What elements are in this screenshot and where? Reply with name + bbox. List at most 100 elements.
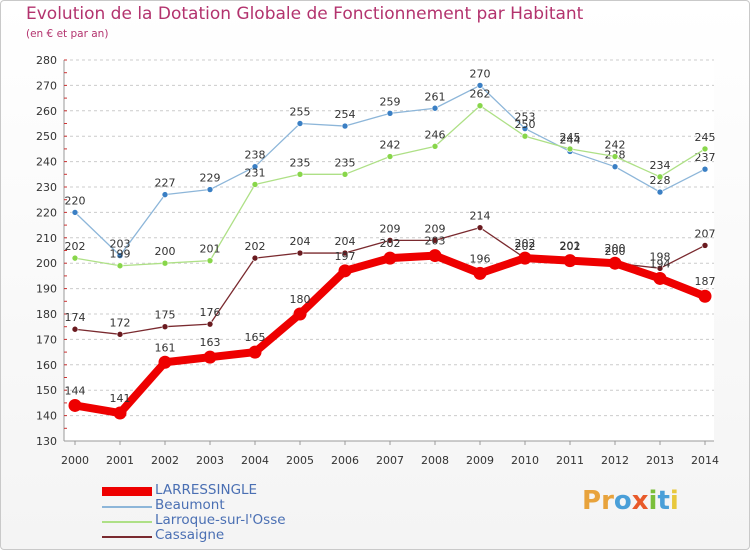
data-label-larressingle: 202	[380, 237, 401, 250]
data-point-larroque-sur-l-osse	[521, 132, 529, 140]
data-label-larroque-sur-l-osse: 245	[560, 131, 581, 144]
data-label-larressingle: 197	[335, 250, 356, 263]
data-label-cassaigne: 204	[290, 235, 311, 248]
data-label-larroque-sur-l-osse: 200	[155, 245, 176, 258]
x-tick-label: 2002	[151, 454, 179, 467]
x-tick-label: 2011	[556, 454, 584, 467]
x-tick-label: 2000	[61, 454, 89, 467]
data-point-larressingle	[113, 406, 127, 420]
data-label-larroque-sur-l-osse: 262	[470, 88, 491, 101]
data-label-beaumont: 254	[335, 108, 356, 121]
data-point-cassaigne	[476, 224, 484, 231]
data-point-larroque-sur-l-osse	[206, 257, 214, 264]
data-point-beaumont	[71, 209, 79, 216]
data-point-beaumont	[521, 125, 529, 132]
data-point-larressingle	[563, 254, 577, 268]
x-tick-label: 2010	[511, 454, 539, 467]
data-point-larroque-sur-l-osse	[386, 153, 394, 160]
data-label-cassaigne: 198	[650, 250, 671, 263]
data-label-larroque-sur-l-osse: 242	[605, 139, 626, 152]
y-tick-label: 260	[36, 105, 57, 118]
x-tick-label: 2008	[421, 454, 449, 467]
x-tick-label: 2009	[466, 454, 494, 467]
y-tick-label: 180	[36, 308, 57, 321]
data-point-cassaigne	[656, 264, 664, 272]
data-point-larressingle	[293, 307, 307, 321]
data-point-larroque-sur-l-osse	[116, 262, 124, 270]
x-tick-label: 2003	[196, 454, 224, 467]
data-point-cassaigne	[206, 320, 214, 328]
data-point-larroque-sur-l-osse	[566, 145, 574, 153]
data-label-larroque-sur-l-osse: 231	[245, 166, 266, 179]
data-point-beaumont	[611, 163, 619, 170]
data-point-larressingle	[248, 345, 262, 359]
data-point-larroque-sur-l-osse	[701, 145, 709, 153]
data-label-cassaigne: 202	[560, 240, 581, 253]
data-label-larressingle: 180	[290, 293, 311, 306]
data-point-cassaigne	[341, 249, 349, 257]
data-point-larressingle	[653, 271, 667, 285]
y-tick-label: 140	[36, 410, 57, 423]
y-tick-label: 190	[36, 283, 57, 296]
y-tick-label: 280	[36, 54, 57, 67]
data-point-cassaigne	[71, 325, 79, 333]
logo-letter: t	[657, 486, 670, 516]
data-label-beaumont: 229	[200, 172, 221, 185]
data-label-larroque-sur-l-osse: 250	[515, 118, 536, 131]
data-label-larroque-sur-l-osse: 235	[290, 156, 311, 169]
x-tick-label: 2005	[286, 454, 314, 467]
data-label-larressingle: 165	[245, 331, 266, 344]
data-point-beaumont	[296, 120, 304, 127]
y-tick-label: 150	[36, 384, 57, 397]
plot-area	[64, 60, 714, 441]
data-label-beaumont: 238	[245, 149, 266, 162]
data-point-beaumont	[251, 163, 259, 170]
data-label-larroque-sur-l-osse: 246	[425, 128, 446, 141]
data-label-cassaigne: 202	[515, 240, 536, 253]
data-point-beaumont	[431, 104, 439, 112]
legend-label: LARRESSINGLE	[155, 482, 258, 498]
data-point-larressingle	[338, 264, 352, 278]
data-label-cassaigne: 176	[200, 306, 221, 319]
data-point-cassaigne	[296, 249, 304, 257]
data-point-larressingle	[518, 251, 532, 265]
data-point-larroque-sur-l-osse	[611, 153, 619, 160]
y-tick-label: 210	[36, 232, 57, 245]
y-tick-label: 240	[36, 156, 57, 169]
x-tick-label: 2014	[691, 454, 719, 467]
data-label-larressingle: 187	[695, 275, 716, 288]
logo-letter: o	[613, 486, 632, 516]
data-point-beaumont	[161, 191, 169, 198]
data-point-larressingle	[158, 355, 172, 369]
data-label-cassaigne: 209	[425, 222, 446, 235]
data-point-larroque-sur-l-osse	[71, 254, 79, 262]
y-tick-label: 160	[36, 359, 57, 372]
data-label-cassaigne: 172	[110, 316, 131, 329]
x-tick-label: 2012	[601, 454, 629, 467]
data-label-beaumont: 259	[380, 95, 401, 108]
data-label-cassaigne: 214	[470, 210, 491, 223]
data-label-larressingle: 161	[155, 341, 176, 354]
data-label-cassaigne: 209	[380, 222, 401, 235]
data-point-larroque-sur-l-osse	[431, 143, 439, 150]
legend-label: Larroque-sur-l'Osse	[155, 512, 286, 528]
data-point-larroque-sur-l-osse	[296, 171, 304, 178]
chart-subtitle: (en € et par an)	[26, 28, 109, 40]
data-point-cassaigne	[431, 237, 439, 244]
data-point-larroque-sur-l-osse	[161, 259, 169, 267]
x-tick-label: 2006	[331, 454, 359, 467]
data-label-larroque-sur-l-osse: 201	[200, 243, 221, 256]
data-point-cassaigne	[161, 323, 169, 331]
y-tick-label: 230	[36, 181, 57, 194]
data-point-cassaigne	[116, 331, 124, 338]
data-point-larressingle	[608, 256, 622, 270]
data-label-cassaigne: 204	[335, 235, 356, 248]
data-point-beaumont	[341, 122, 349, 130]
data-label-larressingle: 201	[560, 240, 581, 253]
y-tick-label: 270	[36, 79, 57, 92]
data-point-larroque-sur-l-osse	[251, 181, 259, 188]
data-point-beaumont	[386, 110, 394, 117]
logo-letter: P	[582, 486, 602, 516]
data-label-larressingle: 141	[110, 392, 131, 405]
data-label-beaumont: 244	[560, 133, 581, 146]
